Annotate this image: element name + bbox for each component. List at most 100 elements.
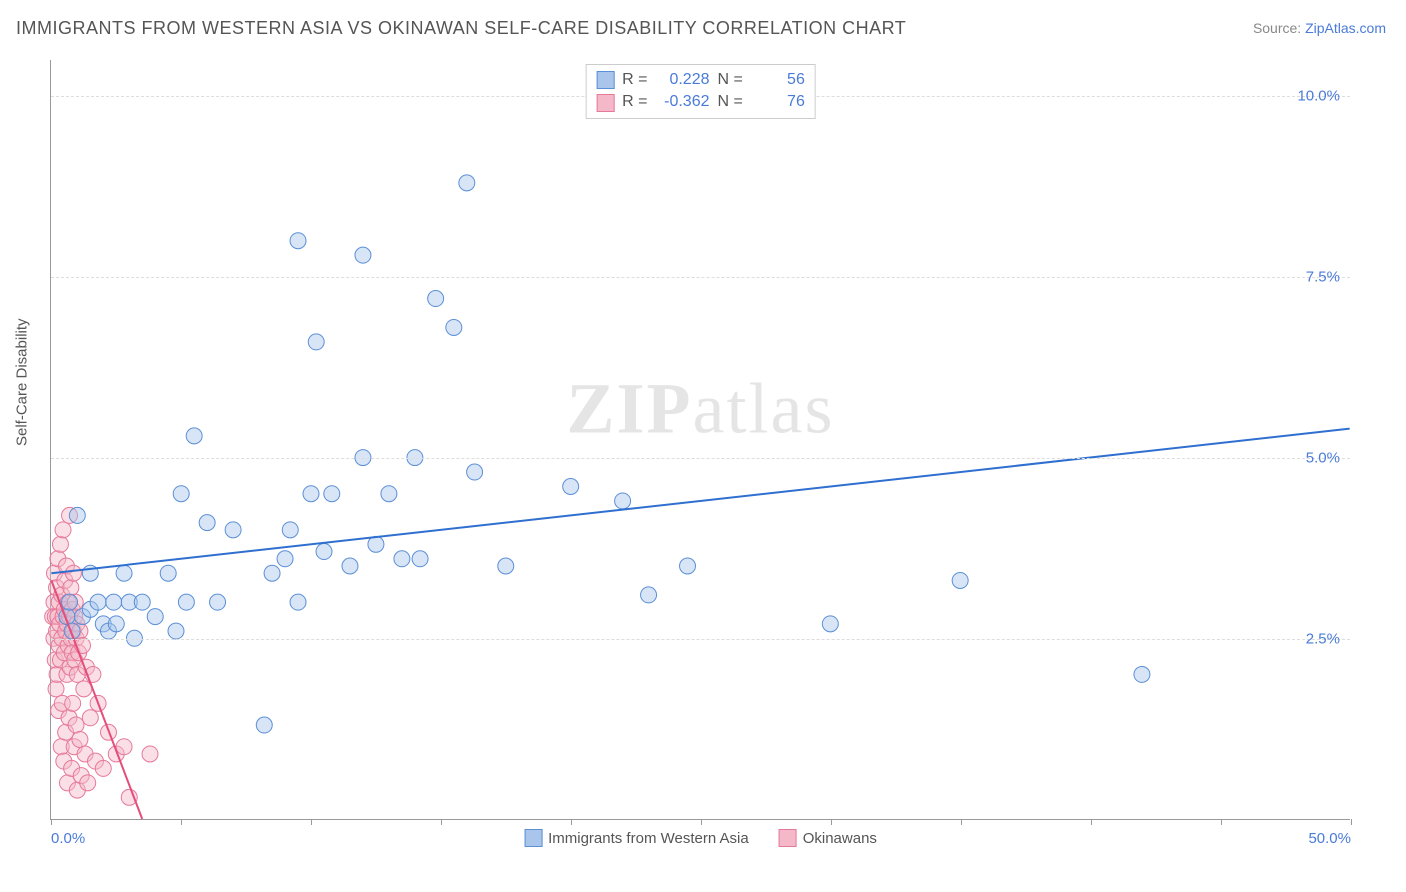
data-point: [199, 515, 215, 531]
r-label: R =: [622, 91, 647, 113]
data-point: [160, 565, 176, 581]
data-point: [69, 507, 85, 523]
data-point: [116, 565, 132, 581]
legend-label-2: Okinawans: [803, 830, 877, 847]
data-point: [680, 558, 696, 574]
data-point: [106, 594, 122, 610]
y-tick-label: 10.0%: [1297, 88, 1340, 105]
data-point: [72, 731, 88, 747]
data-point: [952, 572, 968, 588]
swatch-series-1: [596, 71, 614, 89]
data-point: [225, 522, 241, 538]
x-tick: [701, 819, 702, 825]
data-point: [303, 486, 319, 502]
data-point: [641, 587, 657, 603]
data-point: [428, 291, 444, 307]
y-tick-label: 7.5%: [1306, 269, 1340, 286]
x-tick: [441, 819, 442, 825]
data-point: [65, 565, 81, 581]
data-point: [459, 175, 475, 191]
trend-line: [51, 429, 1349, 574]
data-point: [264, 565, 280, 581]
n-value-1: 56: [751, 69, 805, 91]
chart-title: IMMIGRANTS FROM WESTERN ASIA VS OKINAWAN…: [16, 18, 906, 39]
x-tick-label: 50.0%: [1308, 830, 1351, 847]
data-point: [615, 493, 631, 509]
data-point: [62, 594, 78, 610]
legend-item-1: Immigrants from Western Asia: [524, 829, 749, 847]
data-point: [186, 428, 202, 444]
stats-row-series-2: R = -0.362 N = 76: [596, 91, 805, 113]
data-point: [63, 580, 79, 596]
data-point: [290, 594, 306, 610]
r-label: R =: [622, 69, 647, 91]
x-tick: [181, 819, 182, 825]
data-point: [95, 760, 111, 776]
data-point: [173, 486, 189, 502]
source-attribution: Source: ZipAtlas.com: [1253, 20, 1386, 36]
source-label: Source:: [1253, 20, 1301, 36]
data-point: [116, 739, 132, 755]
data-point: [80, 775, 96, 791]
x-tick: [1351, 819, 1352, 825]
data-point: [277, 551, 293, 567]
data-point: [168, 623, 184, 639]
source-link[interactable]: ZipAtlas.com: [1305, 20, 1386, 36]
data-point: [52, 536, 68, 552]
y-tick-label: 2.5%: [1306, 631, 1340, 648]
legend-swatch-1: [524, 829, 542, 847]
data-point: [282, 522, 298, 538]
data-point: [446, 319, 462, 335]
data-point: [256, 717, 272, 733]
data-point: [76, 681, 92, 697]
data-point: [90, 594, 106, 610]
data-point: [147, 609, 163, 625]
swatch-series-2: [596, 94, 614, 112]
data-point: [822, 616, 838, 632]
gridline-h: [51, 277, 1350, 278]
legend-bottom: Immigrants from Western Asia Okinawans: [524, 829, 877, 847]
x-tick: [831, 819, 832, 825]
data-point: [324, 486, 340, 502]
data-point: [467, 464, 483, 480]
data-point: [142, 746, 158, 762]
data-point: [290, 233, 306, 249]
x-tick: [51, 819, 52, 825]
data-point: [342, 558, 358, 574]
legend-item-2: Okinawans: [779, 829, 877, 847]
gridline-h: [51, 458, 1350, 459]
n-label: N =: [718, 69, 743, 91]
x-tick: [311, 819, 312, 825]
stats-row-series-1: R = 0.228 N = 56: [596, 69, 805, 91]
data-point: [316, 544, 332, 560]
plot-area: ZIPatlas R = 0.228 N = 56 R = -0.362 N =…: [50, 60, 1350, 820]
data-point: [381, 486, 397, 502]
scatter-svg: [51, 60, 1350, 819]
x-tick: [961, 819, 962, 825]
n-value-2: 76: [751, 91, 805, 113]
legend-swatch-2: [779, 829, 797, 847]
x-tick: [1091, 819, 1092, 825]
r-value-2: -0.362: [656, 91, 710, 113]
n-label: N =: [718, 91, 743, 113]
data-point: [178, 594, 194, 610]
gridline-h: [51, 639, 1350, 640]
x-tick-label: 0.0%: [51, 830, 85, 847]
data-point: [308, 334, 324, 350]
data-point: [210, 594, 226, 610]
r-value-1: 0.228: [656, 69, 710, 91]
legend-label-1: Immigrants from Western Asia: [548, 830, 749, 847]
y-tick-label: 5.0%: [1306, 450, 1340, 467]
data-point: [65, 695, 81, 711]
data-point: [563, 478, 579, 494]
x-tick: [1221, 819, 1222, 825]
data-point: [394, 551, 410, 567]
y-axis-label: Self-Care Disability: [14, 318, 31, 446]
data-point: [134, 594, 150, 610]
data-point: [368, 536, 384, 552]
x-tick: [571, 819, 572, 825]
data-point: [498, 558, 514, 574]
data-point: [55, 522, 71, 538]
data-point: [355, 247, 371, 263]
stats-legend-box: R = 0.228 N = 56 R = -0.362 N = 76: [585, 64, 816, 119]
